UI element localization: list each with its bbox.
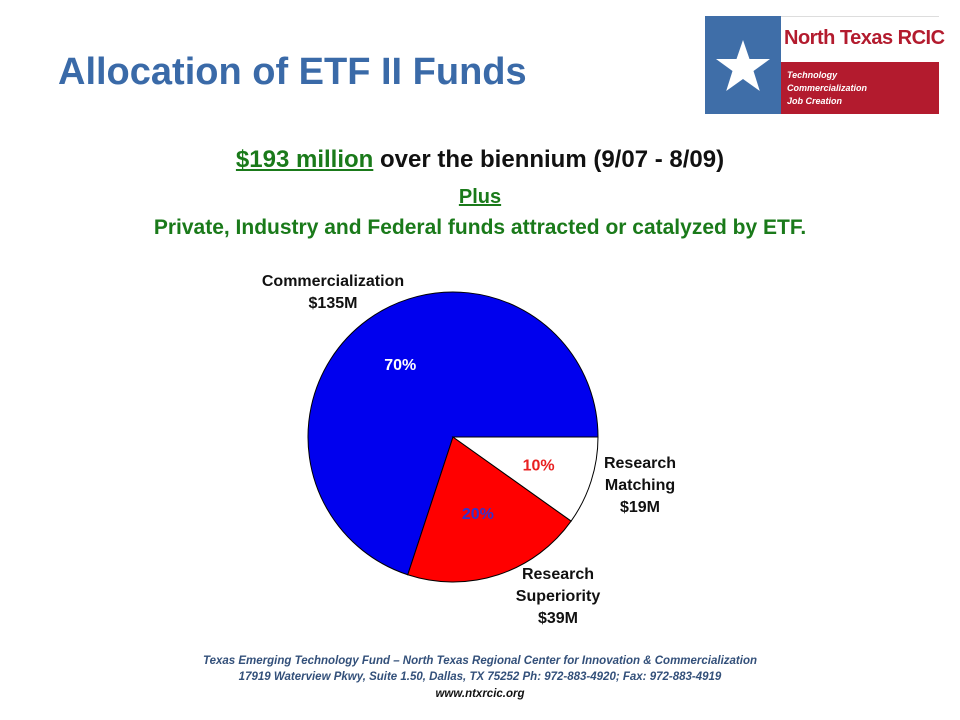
pie-slice-research-superiority: [407, 436, 572, 583]
pie-slice-commercialization: [307, 291, 599, 576]
logo-name: North Texas RCIC: [784, 27, 945, 49]
funding-amount: $193 million: [235, 146, 374, 173]
pie-label-research-matching-name: Matching: [605, 477, 675, 494]
pie-slice-research-matching: [451, 436, 599, 522]
additional-funds-note: Private, Industry and Federal funds attr…: [153, 216, 807, 239]
funding-summary: $193 million over the biennium (9/07 - 8…: [0, 146, 960, 174]
pie-label-research-matching-amount: $19M: [620, 499, 660, 516]
north-texas-rcic-logo: North Texas RCIC Technology Commercializ…: [705, 16, 945, 114]
star-icon: [716, 40, 770, 91]
footer-address: 17919 Waterview Pkwy, Suite 1.50, Dallas…: [238, 671, 722, 683]
logo-tagline-1: Technology: [787, 70, 838, 80]
pie-label-commercialization-name: Commercialization: [262, 273, 404, 290]
pie-percent-research-superiority: 20%: [462, 506, 494, 523]
texas-flag-icon: [705, 16, 781, 114]
page-title: Allocation of ETF II Funds: [58, 51, 527, 93]
pie-label-commercialization-amount: $135M: [309, 295, 358, 312]
pie-label-research-superiority-name: Research: [522, 566, 594, 583]
footer-organization: Texas Emerging Technology Fund – North T…: [203, 655, 757, 667]
pie-percent-commercialization: 70%: [384, 357, 416, 374]
logo-tagline-2: Commercialization: [787, 83, 868, 93]
pie-label-research-matching-name: Research: [604, 455, 676, 472]
pie-label-research-superiority-name: Superiority: [516, 588, 601, 605]
plus-label: Plus: [458, 186, 502, 208]
pie-percent-research-matching: 10%: [523, 457, 555, 474]
footer-url[interactable]: www.ntxrcic.org: [435, 688, 525, 700]
pie-label-research-superiority-amount: $39M: [538, 610, 578, 627]
logo-tagline-3: Job Creation: [787, 96, 843, 106]
funding-period: over the biennium (9/07 - 8/09): [373, 146, 725, 173]
